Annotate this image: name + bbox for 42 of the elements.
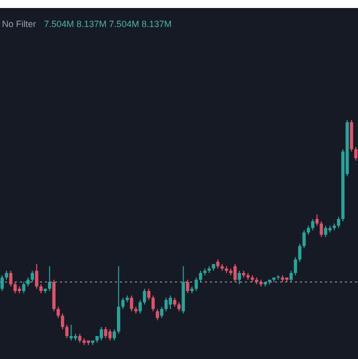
candlestick [152, 295, 155, 312]
candlestick [294, 256, 298, 276]
candlestick [30, 270, 34, 282]
candlestick [302, 230, 306, 249]
candlestick [108, 328, 112, 341]
candlestick [56, 306, 60, 318]
candlestick [138, 300, 142, 314]
candlestick [22, 282, 26, 294]
candlestick [186, 279, 190, 294]
candlestick [112, 328, 116, 341]
candlestick [60, 313, 64, 330]
candlestick [311, 218, 314, 231]
candlestick [168, 295, 172, 310]
candlestick [70, 324, 73, 341]
text: No Filter [2, 19, 36, 29]
candlestick [35, 264, 38, 290]
candlestick [290, 270, 293, 282]
text: 7.504M 8.137M 7.504M 8.137M [44, 19, 172, 29]
candlestick [65, 324, 68, 339]
candlestick [324, 225, 328, 238]
candlestick [354, 146, 358, 161]
candlestick [48, 266, 52, 292]
candlestick [336, 216, 340, 228]
candlestick [100, 326, 103, 341]
candlestick [104, 326, 108, 339]
candlestick [315, 214, 319, 226]
candlestick [130, 295, 134, 312]
candlestick [233, 264, 237, 282]
candlestick [194, 277, 198, 292]
candlestick [121, 297, 125, 310]
candlestick [198, 270, 202, 282]
candlestick [13, 282, 17, 294]
candlestick [147, 288, 150, 300]
candlestick [298, 243, 302, 262]
candlestick [9, 270, 12, 287]
candlestick [0, 274, 4, 292]
candlestick [160, 306, 164, 318]
candlestick [156, 308, 160, 321]
candlestick [238, 270, 242, 285]
candlestick [142, 288, 146, 305]
candlestick [320, 220, 323, 238]
candlestick [164, 297, 168, 312]
